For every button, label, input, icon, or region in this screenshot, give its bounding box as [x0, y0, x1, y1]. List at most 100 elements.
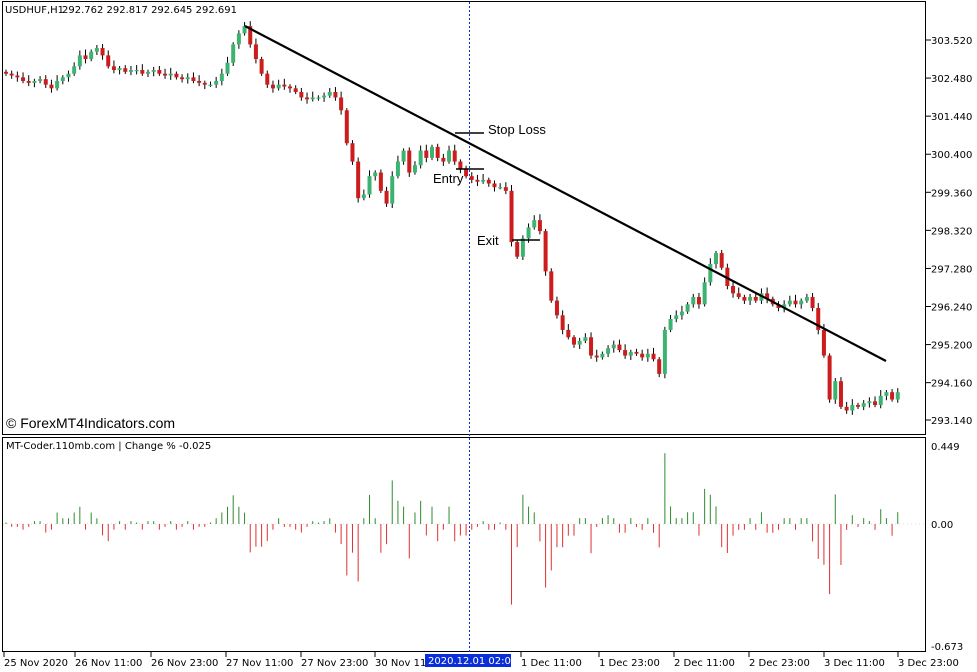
candle-body [367, 176, 372, 195]
candle-body [38, 79, 43, 82]
stop-loss-label: Stop Loss [488, 122, 546, 137]
candle-body [447, 150, 452, 162]
candle-body [378, 172, 383, 191]
candle-body [838, 381, 843, 407]
candle-body [55, 81, 60, 89]
candle-body [89, 51, 94, 60]
candle-body [288, 86, 292, 89]
candle-body [356, 161, 361, 199]
candle-body [265, 73, 270, 85]
candle-body [146, 71, 150, 74]
price-tick-label: 301.440 [931, 112, 972, 123]
time-tick-label: 26 Nov 11:00 [75, 658, 142, 669]
candle-body [492, 183, 497, 188]
candle-body [799, 300, 804, 305]
candle-body [526, 227, 531, 239]
candle-body [617, 344, 622, 351]
candle-body [270, 84, 275, 89]
candle-body [554, 300, 559, 316]
time-tick-label: 30 Nov 11:00 [375, 658, 442, 669]
entry-label: Entry [433, 171, 464, 186]
candle-body [151, 70, 156, 72]
candle-body [66, 73, 71, 78]
watermark: © ForexMT4Indicators.com [6, 415, 175, 431]
candle-body [208, 84, 213, 86]
candle-body [344, 110, 349, 144]
candle-body [395, 161, 400, 177]
candle-body [339, 97, 344, 111]
candle-body [867, 401, 872, 404]
candle-body [49, 84, 54, 89]
candle-body [9, 73, 14, 76]
time-axis[interactable]: 25 Nov 2020 26 Nov 11:00 26 Nov 23:00 27 No… [3, 652, 959, 669]
time-tick-label: 1 Dec 11:00 [521, 658, 582, 669]
candle-body [128, 70, 133, 72]
candle-body [640, 353, 645, 358]
candle-body [668, 318, 673, 330]
candle-body [560, 315, 565, 330]
candle-body [731, 286, 736, 294]
candle-body [32, 81, 37, 83]
candle-body [884, 392, 889, 396]
candle-body [537, 220, 542, 232]
candle-body [185, 77, 190, 80]
candle-body [464, 168, 469, 177]
candle-body [503, 187, 508, 191]
candle-body [543, 231, 548, 272]
price-tick-label: 293.140 [931, 416, 972, 427]
candle-body [350, 143, 355, 162]
candle-body [106, 55, 111, 67]
candle-body [327, 91, 332, 96]
candle-body [685, 304, 690, 312]
price-tick-label: 300.400 [931, 150, 972, 161]
candle-body [322, 95, 327, 98]
price-axis[interactable]: 303.520 302.480 301.440 300.400 299.360 298.3… [926, 36, 972, 427]
candle-body [191, 77, 196, 82]
candle-body [674, 315, 679, 319]
candle-body [623, 350, 628, 356]
indicator-axis[interactable]: 0.449 0.00 -0.673 [931, 442, 963, 653]
candle-body [856, 404, 860, 407]
candle-body [282, 84, 287, 87]
candle-body [776, 304, 781, 308]
candle-body [259, 59, 264, 74]
price-tick-label: 298.320 [931, 226, 972, 237]
candle-body [816, 307, 821, 330]
time-tick-label: 3 Dec 11:00 [824, 658, 885, 669]
candle-body [390, 176, 395, 204]
candle-body [787, 300, 792, 305]
candle-body [742, 296, 747, 301]
candle-body [583, 337, 588, 341]
candle-body [202, 82, 207, 85]
candle-body [861, 403, 866, 407]
time-tick-label: 27 Nov 23:00 [301, 658, 368, 669]
candle-body [645, 353, 650, 358]
candle-body [532, 220, 537, 228]
candle-body [134, 70, 139, 72]
candle-body [418, 150, 423, 166]
time-tick-label: 2 Dec 23:00 [749, 658, 810, 669]
candle-body [26, 81, 31, 83]
candle-body [878, 395, 883, 405]
candle-body [373, 172, 378, 177]
price-tick-label: 296.240 [931, 303, 972, 314]
candle-body [94, 48, 99, 52]
candle-body [696, 296, 701, 305]
candle-body [486, 179, 491, 184]
candle-body [509, 190, 514, 243]
indicator-tick-label: 0.449 [931, 442, 960, 453]
candle-body [634, 351, 639, 354]
candle-body [276, 84, 281, 89]
price-tick-label: 299.360 [931, 188, 972, 199]
candle-body [163, 73, 168, 76]
candle-body [566, 329, 571, 338]
candle-body [594, 355, 599, 358]
crosshair-time-label: 2020.12.01 02:00 [428, 656, 517, 667]
trendline[interactable] [244, 25, 887, 362]
crosshair-time-box [425, 654, 511, 667]
candle-body [850, 404, 855, 411]
candle-body [310, 97, 315, 100]
candle-body [361, 194, 366, 199]
